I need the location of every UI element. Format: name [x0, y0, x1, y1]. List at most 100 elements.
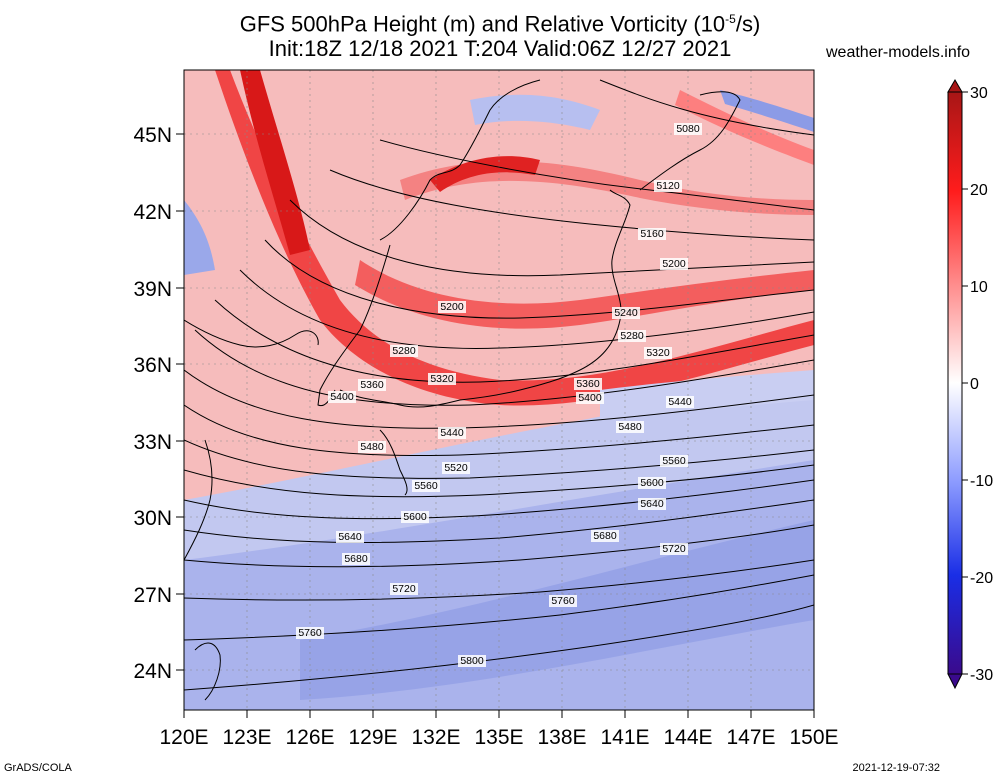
svg-text:5360: 5360 [576, 378, 600, 390]
contour-label: 5440 [438, 427, 466, 439]
svg-text:5560: 5560 [414, 480, 438, 492]
svg-text:5440: 5440 [440, 427, 464, 439]
svg-text:5200: 5200 [662, 258, 686, 270]
contour-label: 5080 [674, 123, 702, 135]
svg-text:5800: 5800 [460, 655, 484, 667]
svg-text:5640: 5640 [640, 498, 664, 510]
contour-label: 5680 [591, 530, 619, 542]
lat-label: 27N [133, 584, 172, 607]
colorbar-label: -20 [970, 570, 993, 587]
contour-label: 5520 [442, 462, 470, 474]
contour-label: 5800 [458, 655, 486, 667]
svg-text:5640: 5640 [338, 531, 362, 543]
lon-label: 132E [411, 726, 460, 749]
svg-text:5720: 5720 [392, 583, 416, 595]
lat-label: 39N [133, 278, 172, 301]
svg-text:5400: 5400 [578, 392, 602, 404]
lat-label: 33N [133, 431, 172, 454]
svg-text:5480: 5480 [360, 441, 384, 453]
svg-text:5360: 5360 [360, 379, 384, 391]
contour-label: 5640 [336, 531, 364, 543]
colorbar-top-arrow [947, 79, 963, 93]
contour-label: 5400 [576, 392, 604, 404]
lat-label: 36N [133, 354, 172, 377]
contour-label: 5280 [618, 330, 646, 342]
colorbar-scale [947, 91, 963, 675]
svg-text:5200: 5200 [440, 301, 464, 313]
title-line-2: Init:18Z 12/18 2021 T:204 Valid:06Z 12/2… [268, 36, 732, 61]
contour-label: 5280 [390, 345, 418, 357]
colorbar: 30 20 10 0 -10 -20 -30 [947, 79, 993, 690]
svg-text:5240: 5240 [614, 307, 638, 319]
svg-text:5680: 5680 [344, 553, 368, 565]
lon-label: 138E [537, 726, 586, 749]
colorbar-label: 20 [970, 182, 988, 199]
contour-label: 5320 [644, 347, 672, 359]
svg-text:5320: 5320 [646, 347, 670, 359]
contour-label: 5640 [638, 498, 666, 510]
contour-label: 5560 [660, 455, 688, 467]
lon-label: 150E [789, 726, 838, 749]
lon-label: 129E [348, 726, 397, 749]
lon-label: 123E [222, 726, 271, 749]
contour-label: 5160 [638, 228, 666, 240]
svg-text:5120: 5120 [656, 180, 680, 192]
lon-label: 141E [600, 726, 649, 749]
colorbar-label: -10 [970, 473, 993, 490]
lon-label: 120E [159, 726, 208, 749]
contour-label: 5600 [401, 511, 429, 523]
coastlines [184, 79, 741, 701]
contour-label: 5320 [428, 373, 456, 385]
svg-text:5600: 5600 [640, 477, 664, 489]
contour-label: 5480 [358, 441, 386, 453]
colorbar-bottom-arrow [947, 673, 963, 690]
svg-text:5440: 5440 [668, 396, 692, 408]
svg-text:5280: 5280 [392, 345, 416, 357]
svg-text:5400: 5400 [330, 391, 354, 403]
contour-label: 5560 [412, 480, 440, 492]
contour-label: 5200 [438, 301, 466, 313]
svg-text:5760: 5760 [298, 627, 322, 639]
title-line-1: GFS 500hPa Height (m) and Relative Vorti… [239, 11, 761, 37]
contour-label: 5720 [390, 583, 418, 595]
footer-timestamp: 2021-12-19-07:32 [852, 762, 940, 774]
lat-label: 30N [133, 507, 172, 530]
lat-label: 24N [133, 660, 172, 683]
latitude-axis: 45N 42N 39N 36N 33N 30N 27N 24N [133, 124, 184, 683]
contour-label: 5480 [616, 421, 644, 433]
contour-labels: 5080512051605200520052405280528053205320… [296, 123, 702, 667]
site-credit: weather-models.info [826, 44, 971, 61]
lon-label: 135E [474, 726, 523, 749]
contour-label: 5680 [342, 553, 370, 565]
svg-text:5480: 5480 [618, 421, 642, 433]
contour-label: 5760 [296, 627, 324, 639]
svg-text:5720: 5720 [662, 543, 686, 555]
svg-text:5600: 5600 [403, 511, 427, 523]
contour-label: 5720 [660, 543, 688, 555]
contour-label: 5600 [638, 477, 666, 489]
colorbar-label: 0 [970, 376, 979, 393]
svg-text:5160: 5160 [640, 228, 664, 240]
lon-label: 147E [726, 726, 775, 749]
contour-label: 5760 [549, 595, 577, 607]
lon-label: 144E [663, 726, 712, 749]
vorticity-field [184, 70, 814, 710]
svg-text:5560: 5560 [662, 455, 686, 467]
footer-credit: GrADS/COLA [4, 762, 72, 774]
contour-label: 5440 [666, 396, 694, 408]
lon-label: 126E [285, 726, 334, 749]
contour-label: 5360 [574, 378, 602, 390]
svg-text:5680: 5680 [593, 530, 617, 542]
longitude-axis: 120E 123E 126E 129E 132E 135E 138E 141E 144E 147E… [159, 710, 839, 749]
contour-label: 5120 [654, 180, 682, 192]
colorbar-label: 30 [970, 85, 988, 102]
contour-label: 5240 [612, 307, 640, 319]
contour-label: 5200 [660, 258, 688, 270]
svg-text:5280: 5280 [620, 330, 644, 342]
colorbar-label: 10 [970, 279, 988, 296]
lat-label: 45N [133, 124, 172, 147]
colorbar-label: -30 [970, 667, 993, 684]
svg-text:5320: 5320 [430, 373, 454, 385]
contour-label: 5360 [358, 379, 386, 391]
